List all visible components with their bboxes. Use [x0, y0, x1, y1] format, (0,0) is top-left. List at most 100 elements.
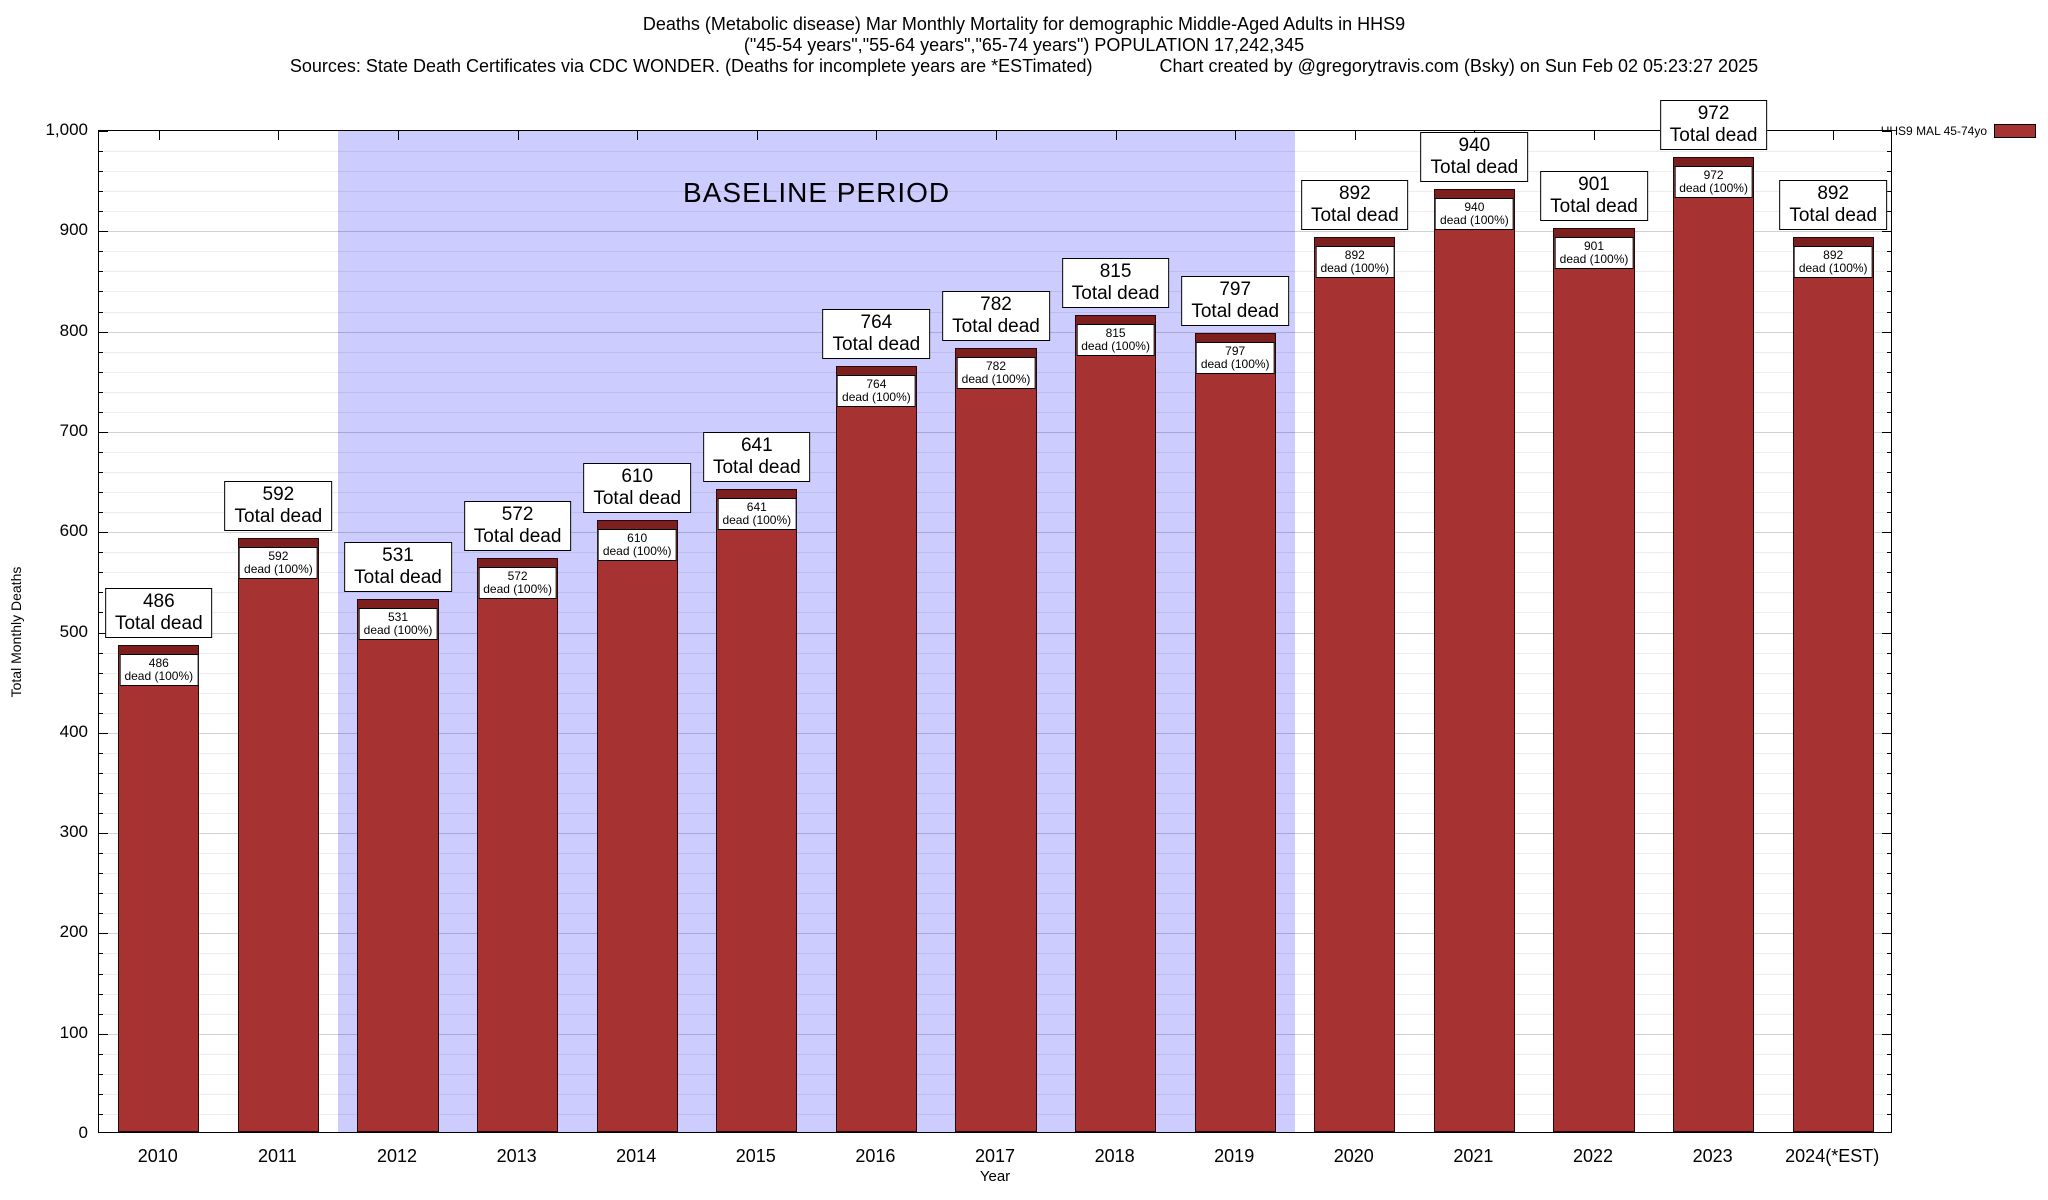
bar-inner-suffix: dead (100%) — [1559, 252, 1629, 267]
bar-top-cap — [836, 366, 917, 378]
bar-outer-value: 592 — [262, 484, 295, 506]
bar-outer-value: 797 — [1219, 278, 1252, 300]
bar-inner-value: 892 — [1823, 248, 1844, 263]
x-tick-mark-top — [996, 131, 997, 140]
x-tick-label-2012: 2012 — [376, 1146, 418, 1166]
bar-outer-suffix: Total dead — [832, 333, 921, 355]
bar-inner-value: 641 — [746, 500, 767, 515]
bar-top-cap — [1554, 229, 1634, 241]
y-minor-tick-mark — [99, 853, 103, 855]
x-tick-mark-top — [1833, 131, 1835, 140]
bar-inner-suffix: dead (100%) — [244, 562, 313, 577]
y-tick-mark — [1882, 1132, 1891, 1133]
y-minor-tick-mark — [1887, 552, 1891, 554]
bar-2020 — [1314, 237, 1396, 1132]
y-minor-tick-mark — [99, 211, 103, 213]
bar-outer-suffix: Total dead — [712, 457, 801, 479]
y-minor-tick-mark — [1887, 492, 1891, 494]
y-minor-tick-mark — [99, 772, 103, 774]
y-minor-tick-mark — [1887, 612, 1891, 614]
y-minor-tick-mark — [1887, 572, 1891, 574]
bar-inner-value: 531 — [387, 610, 409, 625]
bar-outer-value: 610 — [621, 466, 654, 488]
x-tick-mark-top — [517, 131, 519, 140]
y-minor-tick-mark — [99, 652, 103, 654]
bar-outer-value: 892 — [1338, 183, 1371, 205]
legend: HHS9 MAL 45-74yo — [1881, 124, 2036, 138]
x-tick-mark-top — [1115, 131, 1117, 140]
y-tick-label: 100 — [59, 1022, 88, 1042]
bar-inner-suffix: dead (100%) — [961, 371, 1031, 386]
y-tick-label: 600 — [59, 521, 88, 541]
x-tick-mark-top — [158, 131, 160, 140]
bar-outer-suffix: Total dead — [1310, 205, 1399, 227]
y-tick-label: 400 — [59, 721, 88, 741]
y-minor-tick-mark — [1887, 712, 1891, 714]
bar-outer-value: 486 — [142, 590, 175, 612]
bar-outer-label: 572 Total dead — [463, 501, 572, 552]
bar-2010 — [118, 644, 200, 1132]
bar-inner-suffix: dead (100%) — [1798, 261, 1868, 276]
y-minor-tick-mark — [1887, 752, 1891, 754]
bar-outer-label: 764 Total dead — [822, 308, 931, 359]
y-minor-tick-mark — [1887, 251, 1891, 253]
x-tick-label-2018: 2018 — [1094, 1146, 1135, 1166]
bar-outer-value: 892 — [1817, 183, 1850, 205]
bar-inner-label: 531 dead (100%) — [358, 608, 438, 641]
y-tick-mark — [1882, 632, 1891, 634]
y-minor-tick-mark — [99, 552, 103, 554]
bar-top-cap — [717, 490, 797, 502]
bar-inner-suffix: dead (100%) — [1679, 181, 1748, 196]
bar-outer-label: 815 Total dead — [1061, 257, 1170, 308]
y-tick-mark — [1882, 431, 1891, 433]
bar-inner-value: 764 — [866, 376, 887, 391]
bar-outer-suffix: Total dead — [473, 526, 562, 548]
x-tick-label-2019: 2019 — [1214, 1146, 1255, 1166]
y-minor-tick-mark — [99, 752, 103, 754]
bar-outer-label: 610 Total dead — [583, 463, 692, 514]
y-minor-tick-mark — [99, 913, 103, 915]
gridline — [99, 171, 1891, 173]
bar-2022 — [1553, 228, 1635, 1132]
x-tick-label-2020: 2020 — [1333, 1146, 1374, 1166]
y-tick-label: 0 — [78, 1123, 88, 1142]
y-minor-tick-mark — [99, 311, 103, 313]
chart-title: Deaths (Metabolic disease) Mar Monthly M… — [642, 14, 1406, 34]
y-minor-tick-mark — [1887, 1013, 1891, 1015]
bar-inner-label: 782 dead (100%) — [956, 356, 1036, 389]
bar-outer-label: 592 Total dead — [224, 481, 333, 532]
bar-top-cap — [119, 645, 199, 657]
bar-outer-label: 892 Total dead — [1779, 180, 1888, 231]
x-tick-mark-top — [637, 131, 639, 140]
bar-inner-suffix: dead (100%) — [1320, 261, 1390, 276]
bar-top-cap — [1315, 238, 1395, 250]
bar-outer-value: 782 — [980, 293, 1012, 315]
y-minor-tick-mark — [1887, 853, 1891, 855]
y-tick-mark — [99, 431, 108, 433]
bar-inner-label: 572 dead (100%) — [478, 567, 557, 600]
y-tick-mark — [99, 1033, 108, 1035]
bar-2014 — [596, 520, 678, 1132]
bar-outer-suffix: Total dead — [114, 612, 203, 634]
x-tick-mark-top — [278, 131, 280, 140]
y-minor-tick-mark — [1887, 311, 1891, 313]
y-minor-tick-mark — [1887, 592, 1891, 594]
y-tick-mark — [1882, 331, 1891, 333]
y-minor-tick-mark — [99, 1013, 103, 1015]
x-axis-title: Year — [979, 1168, 1011, 1185]
bar-2012 — [357, 599, 439, 1132]
bar-outer-suffix: Total dead — [1191, 300, 1280, 322]
bar-top-cap — [1793, 238, 1873, 250]
legend-swatch — [1994, 124, 2036, 138]
x-tick-label-2023: 2023 — [1692, 1146, 1733, 1166]
bar-top-cap — [1434, 190, 1515, 202]
bar-outer-label: 486 Total dead — [104, 587, 213, 638]
y-tick-mark — [99, 833, 108, 835]
y-minor-tick-mark — [1887, 792, 1891, 794]
x-tick-mark-top — [398, 131, 399, 140]
bar-inner-value: 940 — [1464, 200, 1485, 215]
gridline — [99, 251, 1891, 253]
bar-outer-label: 972 Total dead — [1659, 100, 1768, 151]
bar-outer-value: 531 — [382, 545, 414, 567]
